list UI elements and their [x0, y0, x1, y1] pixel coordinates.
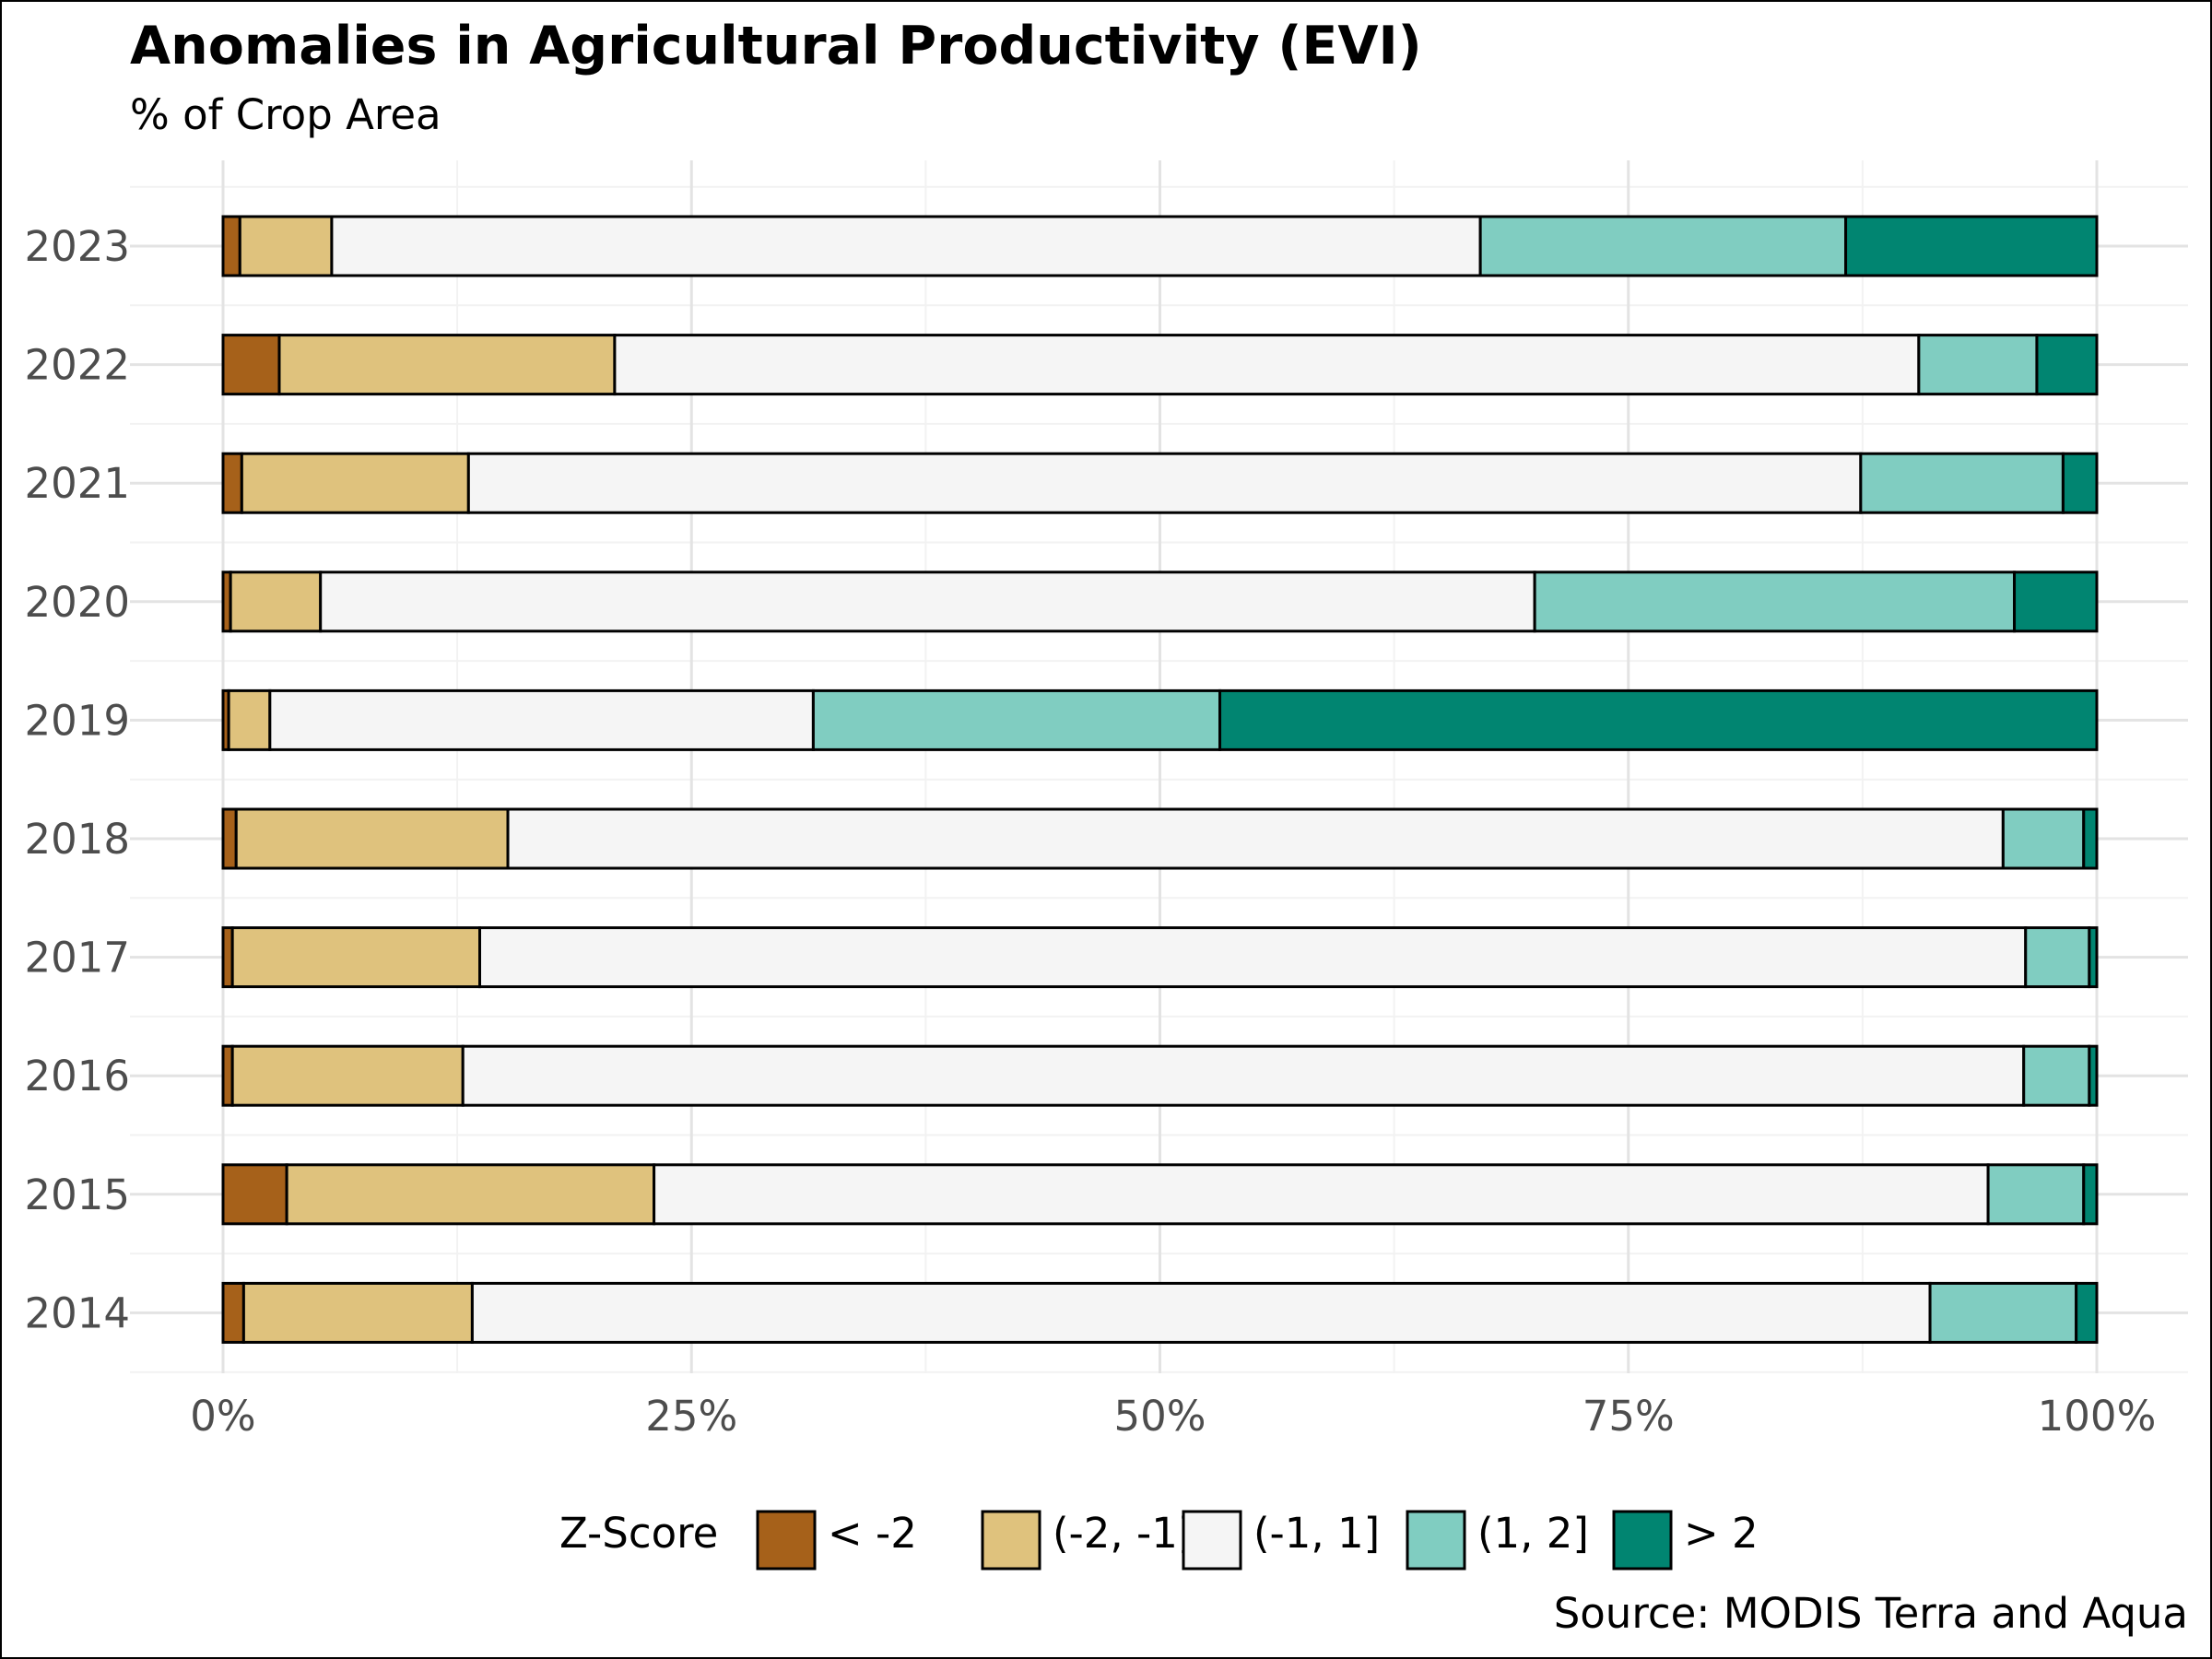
- bar-segment: [2061, 452, 2099, 514]
- bar-segment: [811, 688, 1222, 751]
- bar-segment: [319, 571, 1536, 633]
- bar-segment: [2013, 571, 2099, 633]
- bar-segment: [221, 334, 281, 396]
- y-tick-label: 2020: [24, 578, 130, 627]
- x-tick-label: 50%: [1113, 1392, 1206, 1441]
- y-axis-ticks: 2023 2022 2021 2020 2019 2018 2017 2016 2015 2014: [24, 222, 130, 1337]
- y-tick-label: 2018: [24, 815, 130, 864]
- y-tick-label: 2023: [24, 222, 130, 271]
- y-tick-label: 2014: [24, 1288, 130, 1337]
- legend-key: [1182, 1510, 1242, 1571]
- bar-segment: [1859, 452, 2065, 514]
- bar-segment: [1928, 1281, 2078, 1344]
- bar-segment: [2024, 926, 2091, 989]
- legend-key: [981, 1510, 1041, 1571]
- bar-segment: [2035, 334, 2099, 396]
- bar-segment: [2088, 926, 2099, 989]
- legend-title: Z-Score: [559, 1509, 718, 1558]
- y-tick-label: 2017: [24, 934, 130, 982]
- bar-segment: [1218, 688, 2099, 751]
- bar-segment: [221, 807, 238, 870]
- legend-label: < -2: [828, 1509, 917, 1558]
- bar-segment: [277, 334, 617, 396]
- x-tick-label: 100%: [2038, 1392, 2157, 1441]
- bar-segment: [1478, 215, 1848, 277]
- y-tick-label: 2021: [24, 459, 130, 508]
- x-tick-label: 75%: [1583, 1392, 1675, 1441]
- bar-segment: [2082, 807, 2099, 870]
- y-tick-label: 2015: [24, 1171, 130, 1219]
- legend-label: (-2, -1]: [1053, 1509, 1194, 1558]
- bar-segment: [229, 571, 323, 633]
- bar-segment: [2022, 1044, 2091, 1107]
- legend-key: [1406, 1510, 1466, 1571]
- legend-key: [756, 1510, 817, 1571]
- bars: [221, 215, 2099, 1344]
- bar-segment: [240, 452, 470, 514]
- x-tick-label: 0%: [190, 1392, 255, 1441]
- legend-label: > 2: [1684, 1509, 1759, 1558]
- bar-segment: [285, 1163, 656, 1226]
- bar-segment: [613, 334, 1921, 396]
- legend-label: (-1, 1]: [1253, 1509, 1380, 1558]
- y-tick-label: 2019: [24, 696, 130, 745]
- bar-segment: [234, 807, 510, 870]
- bar-segment: [227, 688, 272, 751]
- bar-segment: [238, 215, 334, 277]
- bar-segment: [221, 1044, 234, 1107]
- bar-segment: [2001, 807, 2086, 870]
- bar-segment: [2088, 1044, 2099, 1107]
- bar-segment: [241, 1281, 474, 1344]
- x-axis-ticks: 0% 25% 50% 75% 100%: [190, 1392, 2156, 1441]
- legend-key: [1612, 1510, 1673, 1571]
- x-tick-label: 25%: [645, 1392, 737, 1441]
- bar-segment: [470, 1281, 1932, 1344]
- bar-segment: [653, 1163, 1990, 1226]
- legend-label: (1, 2]: [1477, 1509, 1589, 1558]
- chart-subtitle: % of Crop Area: [130, 90, 441, 139]
- bar-segment: [466, 452, 1863, 514]
- chart-caption: Source: MODIS Terra and Aqua: [1554, 1589, 2188, 1638]
- bar-segment: [330, 215, 1482, 277]
- y-tick-label: 2022: [24, 341, 130, 390]
- bar-segment: [230, 1044, 465, 1107]
- bar-segment: [221, 215, 241, 277]
- chart-title: Anomalies in Agricultural Productivity (…: [130, 16, 1422, 76]
- bar-segment: [506, 807, 2005, 870]
- bar-segment: [230, 926, 482, 989]
- bar-segment: [221, 1281, 245, 1344]
- bar-segment: [1533, 571, 2017, 633]
- bar-segment: [461, 1044, 2026, 1107]
- bar-segment: [1844, 215, 2099, 277]
- bar-segment: [221, 926, 234, 989]
- bar-segment: [268, 688, 815, 751]
- y-tick-label: 2016: [24, 1052, 130, 1100]
- legend: Z-Score < -2 (-2, -1] (-1, 1] (1, 2] > 2: [559, 1509, 1759, 1571]
- bar-segment: [221, 1163, 288, 1226]
- bar-segment: [1917, 334, 2039, 396]
- bar-segment: [2082, 1163, 2099, 1226]
- bar-segment: [478, 926, 2028, 989]
- bar-segment: [2075, 1281, 2099, 1344]
- bar-segment: [221, 452, 243, 514]
- bar-segment: [1986, 1163, 2086, 1226]
